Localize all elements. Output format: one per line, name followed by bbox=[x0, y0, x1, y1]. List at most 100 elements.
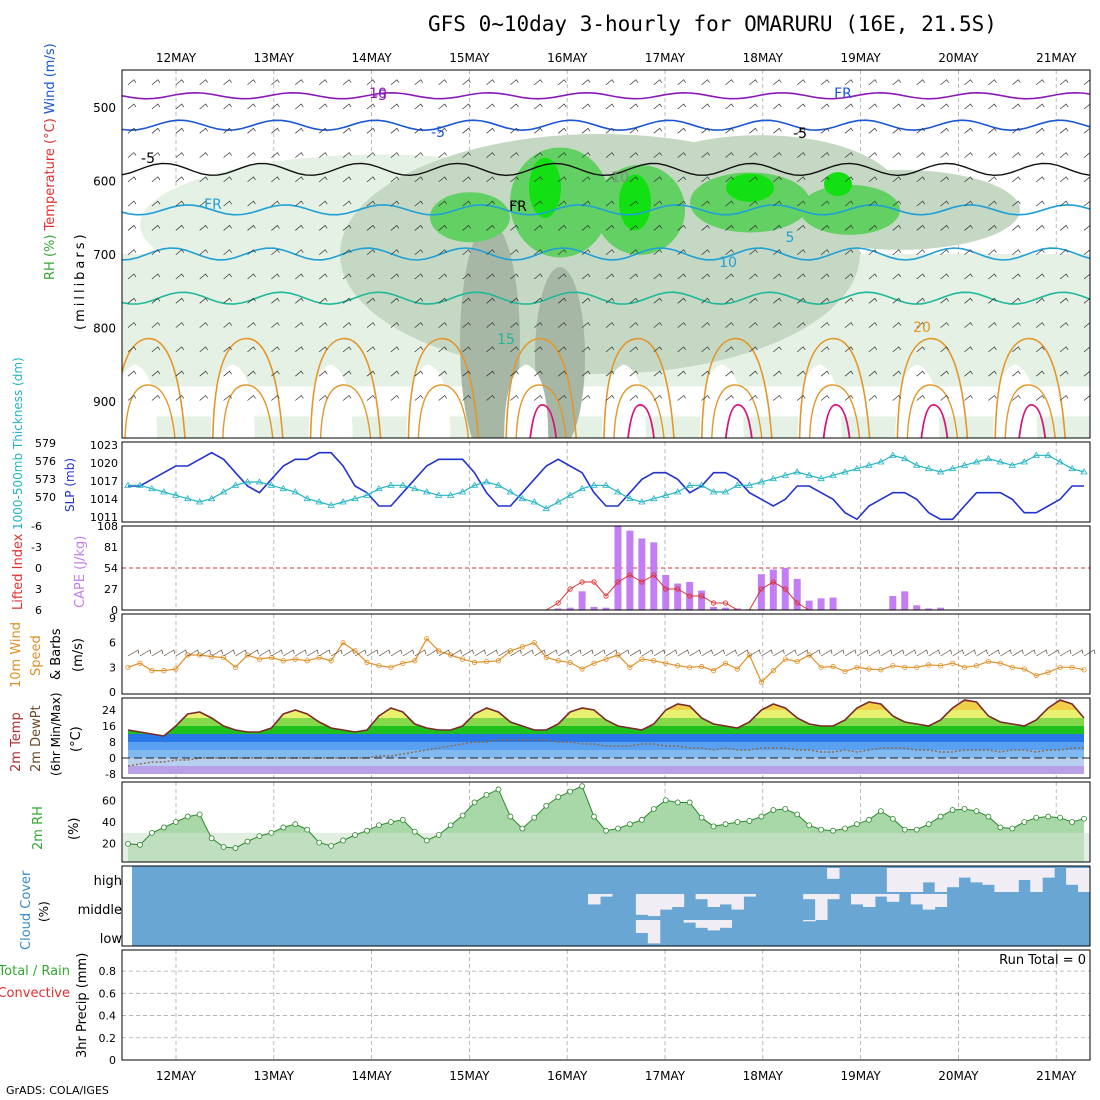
temp-ylabel-2: 2m DewPt bbox=[29, 705, 44, 772]
wind-barb bbox=[151, 297, 161, 304]
temp-contour-minus10 bbox=[122, 91, 1090, 100]
slp-tick-label: 1014 bbox=[90, 493, 118, 506]
wind-speed-point bbox=[758, 679, 764, 685]
thickness-point bbox=[530, 498, 539, 505]
wind-barb bbox=[175, 297, 185, 304]
wind-barb bbox=[247, 127, 256, 134]
wind-barb bbox=[1083, 127, 1090, 134]
cloud-clear-cell bbox=[647, 920, 661, 944]
cloud-clear-cell bbox=[719, 894, 732, 905]
wind-barb bbox=[916, 249, 926, 256]
wind-barb bbox=[557, 370, 567, 377]
wind-barb-surface bbox=[546, 649, 558, 657]
upper-ylabel: RH (%) Temperature (°C) Wind (m/s) bbox=[43, 43, 58, 280]
wind-barb bbox=[1083, 322, 1090, 328]
contour-label: 15 bbox=[497, 332, 515, 348]
thickness-point bbox=[542, 504, 550, 512]
thickness-point bbox=[841, 468, 849, 475]
wind-barb bbox=[796, 224, 806, 231]
wind-barb bbox=[677, 79, 686, 85]
wind-barb bbox=[271, 152, 280, 158]
wind-barb bbox=[390, 249, 400, 256]
wind-barb bbox=[868, 297, 878, 304]
rh-point bbox=[866, 816, 872, 823]
wind-barb bbox=[916, 200, 926, 207]
thickness-point bbox=[446, 491, 455, 498]
thickness-point bbox=[757, 478, 766, 485]
wind-barb bbox=[868, 224, 878, 231]
temp-tick-label: 24 bbox=[102, 704, 116, 717]
temp-contour-25 bbox=[417, 384, 470, 438]
wind-barb bbox=[796, 152, 806, 158]
wind-barb bbox=[796, 79, 806, 85]
wind-barb bbox=[366, 224, 376, 231]
wind-barb bbox=[629, 127, 639, 134]
wind-barb bbox=[462, 224, 471, 231]
x-tick-label-top: 14MAY bbox=[351, 51, 392, 65]
wind-barb bbox=[1035, 103, 1045, 110]
wind-barb bbox=[247, 224, 256, 231]
cloud-clear-cell bbox=[1030, 868, 1043, 892]
wind-barb bbox=[486, 152, 495, 158]
rh-dry-pocket bbox=[602, 364, 646, 438]
wind-barb bbox=[677, 176, 686, 183]
wind-barb bbox=[749, 79, 758, 85]
wind-barb bbox=[773, 224, 782, 231]
wind-barb bbox=[725, 127, 734, 134]
rh-dry-pocket bbox=[210, 364, 255, 438]
wind-barb bbox=[557, 176, 567, 183]
wind-barb bbox=[868, 176, 878, 183]
wind-barb bbox=[366, 249, 376, 256]
wind-speed-point bbox=[304, 658, 310, 664]
wind-barb bbox=[271, 79, 280, 85]
wind-barb bbox=[820, 249, 830, 256]
wind-barb bbox=[1083, 249, 1090, 256]
wind-barb bbox=[892, 370, 902, 377]
wind-barb bbox=[701, 103, 710, 110]
thickness-point bbox=[219, 488, 228, 495]
thickness-point bbox=[470, 481, 479, 488]
panel-frame bbox=[121, 441, 1091, 523]
lifted-index-point bbox=[579, 579, 585, 585]
rh-point bbox=[746, 818, 753, 824]
wind-barb-surface bbox=[378, 649, 391, 657]
wind-barb bbox=[749, 249, 758, 256]
wind-barb bbox=[892, 176, 902, 183]
thickness-point bbox=[554, 498, 562, 505]
temp-ylabel-1: 2m Temp bbox=[9, 712, 24, 772]
rh-point bbox=[842, 825, 848, 832]
thickness-point bbox=[685, 481, 694, 488]
wind-barb bbox=[581, 273, 591, 280]
wind-barb bbox=[701, 394, 710, 401]
wind-barb bbox=[390, 273, 400, 280]
wind-barb-surface bbox=[211, 649, 223, 657]
wind-barb bbox=[342, 224, 352, 231]
wind-barb-surface bbox=[605, 649, 618, 657]
wind-barb bbox=[295, 79, 304, 85]
cape-bar bbox=[925, 608, 933, 610]
wind-barb bbox=[342, 273, 352, 280]
cape-bar bbox=[650, 542, 658, 610]
wind-barb bbox=[271, 322, 280, 328]
lifted-index-point bbox=[639, 579, 645, 585]
wind-barb bbox=[534, 273, 543, 280]
wind-barb bbox=[677, 370, 686, 377]
rh-point bbox=[268, 829, 275, 836]
rh-point bbox=[734, 819, 741, 825]
rh-point bbox=[985, 813, 992, 820]
wind-barb bbox=[773, 273, 782, 280]
lifted-index-point bbox=[687, 593, 693, 599]
rh-tick-label: 60 bbox=[102, 794, 116, 807]
thickness-point bbox=[996, 458, 1005, 465]
wind-barb bbox=[629, 297, 639, 304]
wind-barb bbox=[486, 297, 495, 304]
wind-barb bbox=[486, 103, 495, 110]
thickness-point bbox=[924, 464, 933, 472]
cloud-clear-cell bbox=[803, 894, 816, 900]
wind-barb bbox=[940, 370, 949, 377]
wind-barb bbox=[534, 176, 543, 183]
rh-point bbox=[603, 827, 609, 834]
wind-barb-surface bbox=[307, 649, 319, 657]
rh-point bbox=[280, 824, 287, 831]
thickness-point bbox=[506, 488, 515, 495]
